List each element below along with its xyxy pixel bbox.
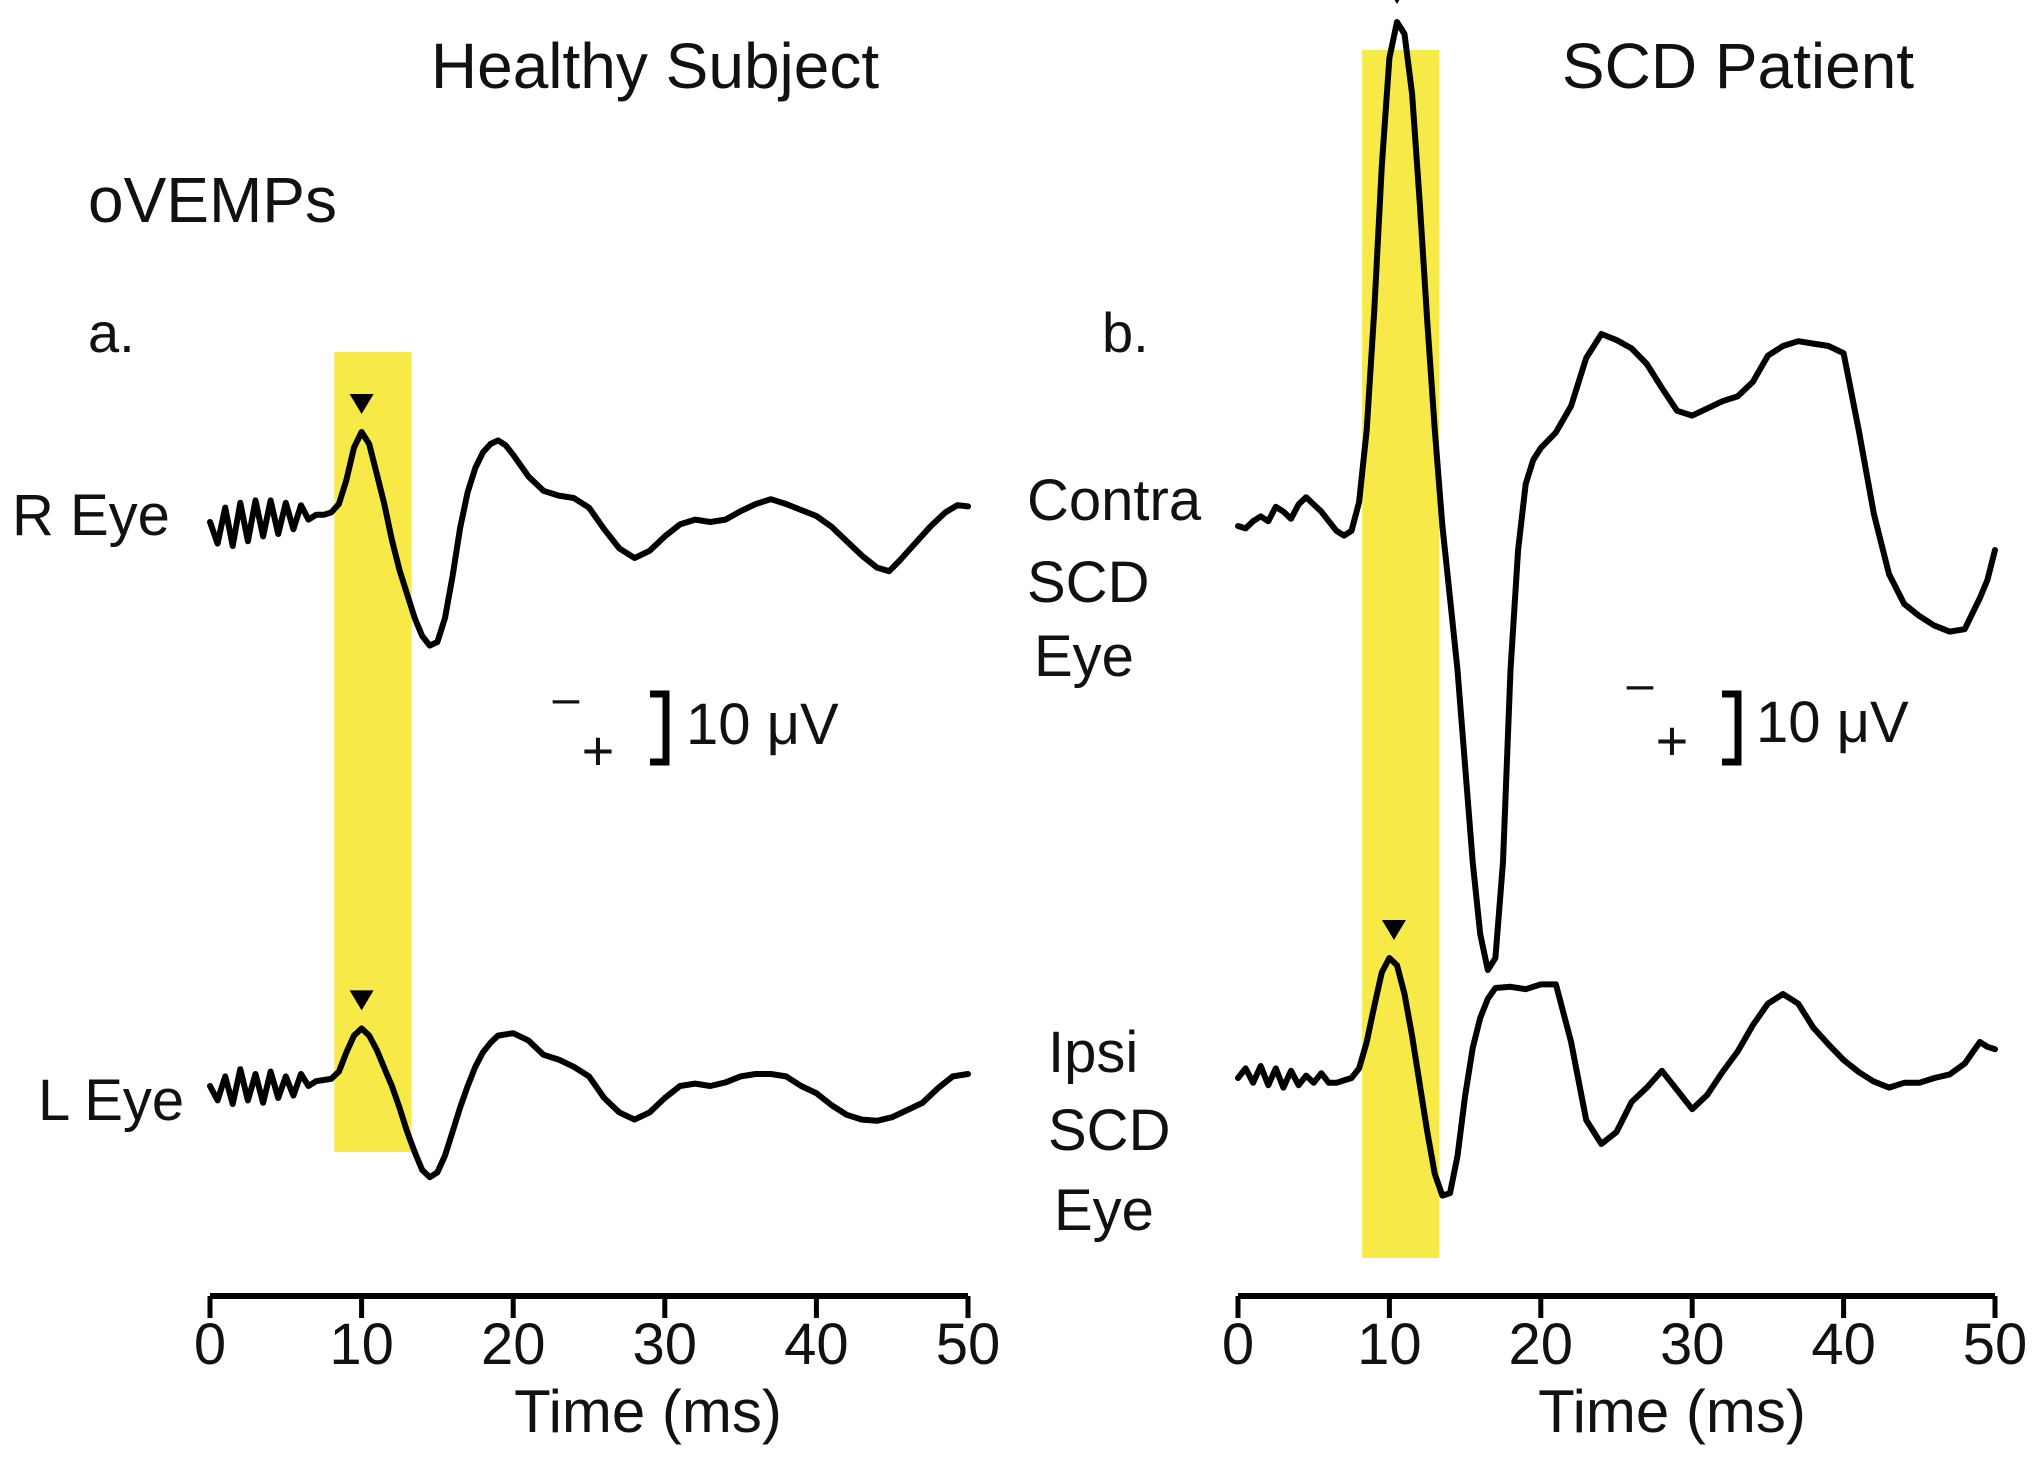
trace-label-r-eye: R Eye	[12, 483, 170, 548]
x-tick-label: 40	[1811, 1312, 1876, 1377]
scale-bar: – + 10 μV	[553, 672, 839, 782]
panel-scd-patient: SCD Patient b. Contra SCD Eye Ipsi SCD E…	[1027, 0, 2027, 1445]
scale-bracket	[1722, 690, 1742, 766]
scale-bar: – + 10 μV	[1627, 658, 1909, 772]
oVEMP-trace-contra-scd-eye	[1235, 19, 1998, 973]
panel-title: Healthy Subject	[431, 30, 879, 102]
peak-highlight-band	[1362, 50, 1440, 1258]
x-tick-label: 30	[633, 1312, 698, 1377]
scale-bracket	[650, 690, 670, 766]
x-tick-label: 0	[1222, 1312, 1254, 1377]
oVEMP-trace-ipsi-scd-eye	[1235, 955, 1998, 1199]
x-axis-ticks: 0 10 20 30 40 50	[194, 1296, 1000, 1377]
scale-minus: –	[1627, 658, 1654, 711]
panel-label: b.	[1102, 301, 1149, 364]
oVEMP-trace-l-eye	[207, 1025, 971, 1181]
scale-plus: +	[582, 719, 615, 782]
x-axis-title: Time (ms)	[514, 1378, 782, 1445]
scale-value: 10 μV	[686, 692, 839, 757]
trace-label-l-eye: L Eye	[38, 1068, 184, 1133]
trace-label-ipsi-eye: Eye	[1054, 1178, 1154, 1243]
x-tick-label: 20	[1509, 1312, 1574, 1377]
trace-label-ipsi: Ipsi	[1048, 1020, 1138, 1085]
scale-plus: +	[1656, 709, 1689, 772]
panel-label: a.	[88, 301, 135, 364]
x-tick-label: 40	[784, 1312, 849, 1377]
x-axis-ticks: 0 10 20 30 40 50	[1222, 1296, 2027, 1377]
x-tick-label: 50	[936, 1312, 1001, 1377]
scale-minus: –	[553, 672, 580, 725]
oVEMP-trace-r-eye	[207, 429, 971, 649]
trace-label-ipsi-scd: SCD	[1048, 1098, 1170, 1163]
x-tick-label: 50	[1963, 1312, 2028, 1377]
trace-label-contra-eye: Eye	[1034, 624, 1134, 689]
x-tick-label: 30	[1660, 1312, 1725, 1377]
trace-label-contra: Contra	[1027, 468, 1202, 533]
peak-marker-triangle-icon	[349, 394, 374, 414]
x-tick-label: 10	[1357, 1312, 1422, 1377]
peak-marker-triangle-icon	[1381, 920, 1406, 940]
trace-label-contra-scd: SCD	[1027, 550, 1149, 615]
panel-title: SCD Patient	[1562, 30, 1914, 102]
x-tick-label: 10	[329, 1312, 394, 1377]
panel-healthy-subject: Healthy Subject oVEMPs a. R Eye L Eye – …	[12, 30, 1000, 1445]
x-tick-label: 20	[481, 1312, 546, 1377]
peak-marker-triangle-icon	[349, 990, 374, 1011]
peak-marker-triangle-icon	[1394, 0, 1400, 4]
x-tick-label: 0	[194, 1312, 226, 1377]
method-label: oVEMPs	[88, 164, 337, 236]
x-axis-title: Time (ms)	[1538, 1378, 1806, 1445]
scale-value: 10 μV	[1756, 690, 1909, 755]
